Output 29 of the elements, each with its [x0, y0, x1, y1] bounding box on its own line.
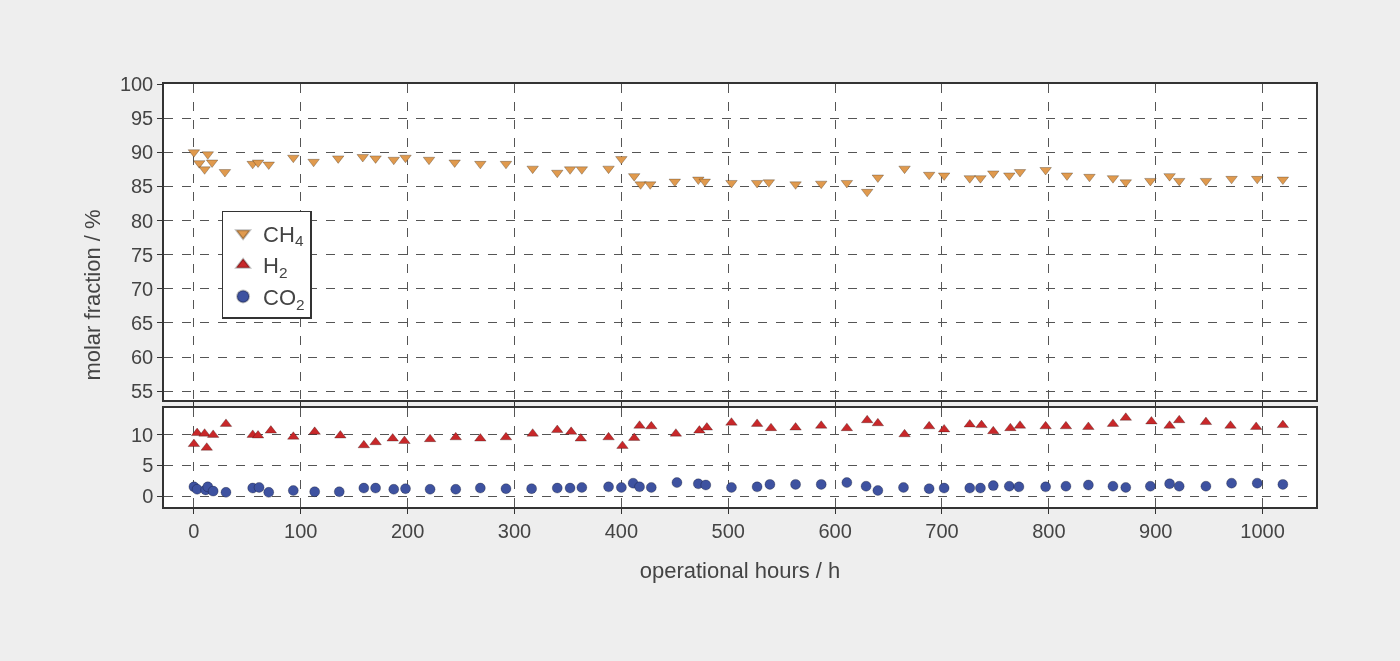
y-tick-label: 60	[131, 346, 154, 368]
y-tick-label: 80	[131, 209, 154, 232]
y-tick-label: 70	[131, 277, 154, 300]
x-tick-label: 600	[818, 519, 852, 542]
y-tick-label: 90	[131, 141, 154, 164]
x-tick-label: 800	[1032, 519, 1066, 542]
y-tick-label: 0	[142, 485, 154, 507]
legend-label: H$_{2}$	[263, 253, 288, 281]
x-tick-label: 700	[925, 519, 959, 542]
legend-label: CH$_{4}$	[263, 221, 304, 250]
legend-label: CO$_{2}$	[263, 284, 305, 313]
y-tick-label: 75	[131, 243, 154, 266]
y-tick-label: 95	[131, 107, 154, 130]
x-tick-label: 0	[188, 519, 200, 542]
x-axis-title: operational hours / h	[639, 558, 841, 584]
y-tick-label: 100	[119, 73, 154, 95]
y-axis-title: molar fraction / %	[79, 209, 105, 381]
x-tick-label: 100	[284, 519, 318, 542]
y-tick-label: 55	[131, 380, 154, 403]
x-tick-label: 300	[497, 519, 532, 542]
x-tick-label: 200	[390, 519, 425, 542]
x-tick-label: 500	[711, 519, 745, 542]
x-tick-label: 400	[604, 519, 639, 542]
x-tick-label: 900	[1139, 519, 1173, 542]
y-tick-label: 5	[142, 454, 154, 477]
y-tick-label: 10	[131, 423, 154, 446]
y-tick-label: 85	[131, 175, 154, 198]
y-tick-label: 65	[131, 311, 154, 334]
x-tick-label: 1000	[1240, 519, 1285, 542]
